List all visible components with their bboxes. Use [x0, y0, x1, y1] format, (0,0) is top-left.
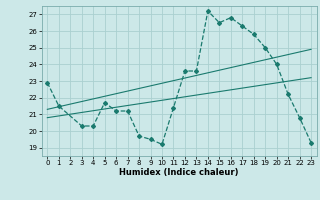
- X-axis label: Humidex (Indice chaleur): Humidex (Indice chaleur): [119, 168, 239, 177]
